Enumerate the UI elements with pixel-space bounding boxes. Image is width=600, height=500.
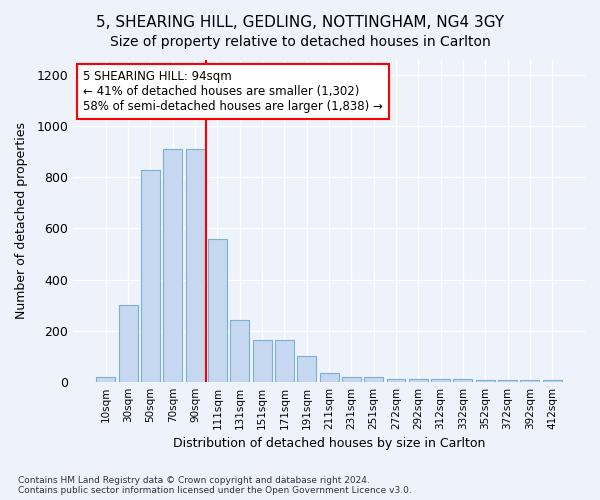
Bar — [275, 340, 294, 382]
Bar — [119, 305, 137, 382]
Bar — [185, 150, 205, 382]
Bar — [386, 379, 406, 382]
Bar — [364, 376, 383, 382]
Text: Size of property relative to detached houses in Carlton: Size of property relative to detached ho… — [110, 35, 490, 49]
X-axis label: Distribution of detached houses by size in Carlton: Distribution of detached houses by size … — [173, 437, 485, 450]
Bar — [498, 380, 517, 382]
Bar — [431, 379, 450, 382]
Text: 5, SHEARING HILL, GEDLING, NOTTINGHAM, NG4 3GY: 5, SHEARING HILL, GEDLING, NOTTINGHAM, N… — [96, 15, 504, 30]
Bar — [141, 170, 160, 382]
Bar — [163, 150, 182, 382]
Y-axis label: Number of detached properties: Number of detached properties — [15, 122, 28, 320]
Bar — [208, 238, 227, 382]
Bar — [320, 372, 338, 382]
Bar — [476, 380, 495, 382]
Bar — [253, 340, 272, 382]
Bar — [409, 379, 428, 382]
Bar — [97, 376, 115, 382]
Bar — [454, 379, 472, 382]
Bar — [342, 376, 361, 382]
Bar — [520, 380, 539, 382]
Bar — [297, 356, 316, 382]
Bar — [230, 320, 249, 382]
Text: 5 SHEARING HILL: 94sqm
← 41% of detached houses are smaller (1,302)
58% of semi-: 5 SHEARING HILL: 94sqm ← 41% of detached… — [83, 70, 383, 112]
Bar — [543, 380, 562, 382]
Text: Contains HM Land Registry data © Crown copyright and database right 2024.
Contai: Contains HM Land Registry data © Crown c… — [18, 476, 412, 495]
